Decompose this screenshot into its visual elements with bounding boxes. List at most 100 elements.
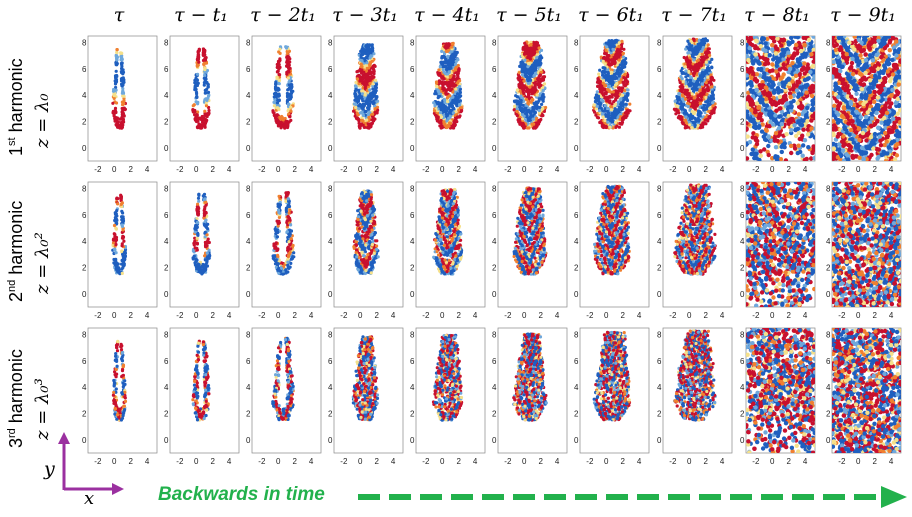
phase-dot bbox=[365, 89, 369, 93]
phase-dot bbox=[683, 62, 687, 66]
phase-dot bbox=[354, 84, 358, 88]
x-tick-label: 4 bbox=[555, 165, 560, 174]
phase-dot bbox=[603, 96, 607, 100]
phase-dot bbox=[456, 71, 460, 75]
phase-dot bbox=[692, 101, 696, 105]
phase-dot bbox=[691, 105, 695, 109]
phase-dot bbox=[772, 39, 777, 44]
phase-dot bbox=[362, 70, 366, 74]
phase-dot bbox=[367, 107, 371, 111]
phase-dot bbox=[114, 85, 118, 90]
phase-dot bbox=[524, 107, 528, 111]
phase-dot bbox=[355, 77, 360, 81]
phase-dot bbox=[600, 88, 604, 93]
phase-dot bbox=[457, 108, 461, 112]
phase-dot bbox=[523, 73, 527, 77]
phase-dot bbox=[444, 57, 448, 62]
phase-dot bbox=[286, 50, 290, 54]
phase-dot bbox=[604, 48, 608, 52]
phase-dot bbox=[457, 99, 461, 104]
phase-dot bbox=[606, 97, 610, 101]
phase-dot bbox=[525, 69, 530, 73]
y-tick-label: 6 bbox=[328, 65, 333, 74]
phase-dot bbox=[446, 100, 450, 104]
phase-dot bbox=[287, 70, 291, 74]
phase-dot bbox=[513, 104, 517, 108]
phase-dot bbox=[368, 56, 372, 60]
phase-dot bbox=[612, 58, 617, 62]
phase-dot bbox=[700, 79, 704, 83]
phase-dot bbox=[603, 118, 607, 123]
phase-dot bbox=[676, 116, 680, 120]
phase-dot bbox=[691, 54, 695, 58]
phase-dot bbox=[376, 108, 380, 112]
y-tick-label: 8 bbox=[657, 39, 662, 48]
phase-dot bbox=[447, 44, 451, 48]
phase-dot bbox=[122, 99, 126, 103]
phase-dot bbox=[368, 43, 372, 47]
phase-dot bbox=[695, 81, 699, 85]
phase-dot bbox=[195, 78, 199, 82]
phase-dot bbox=[606, 120, 610, 124]
phase-dot bbox=[706, 117, 710, 121]
column-title: τ − 4t₁ bbox=[408, 4, 486, 26]
phase-dot bbox=[277, 99, 281, 103]
phase-dot bbox=[607, 115, 611, 119]
phase-dot bbox=[683, 65, 687, 69]
phase-dot bbox=[617, 44, 621, 49]
phase-dot bbox=[704, 60, 708, 64]
phase-dot bbox=[365, 118, 369, 122]
phase-dot bbox=[364, 69, 369, 73]
phase-dot bbox=[681, 80, 685, 84]
phase-dot bbox=[440, 124, 444, 128]
phase-dot bbox=[692, 96, 696, 100]
phase-dot bbox=[712, 78, 716, 82]
phase-dot bbox=[203, 49, 207, 53]
phase-dot bbox=[453, 101, 457, 105]
phase-dot bbox=[360, 81, 364, 85]
phase-dot bbox=[117, 125, 121, 129]
phase-dot bbox=[599, 98, 604, 102]
phase-dot bbox=[693, 123, 697, 127]
phase-dot bbox=[453, 91, 457, 95]
y-tick-label: 4 bbox=[492, 91, 497, 100]
column-title: τ − t₁ bbox=[162, 4, 240, 26]
phase-dot bbox=[770, 62, 775, 67]
phase-dot bbox=[628, 102, 632, 106]
phase-dot bbox=[368, 82, 372, 86]
phase-dot bbox=[276, 86, 280, 90]
phase-dot bbox=[114, 81, 118, 85]
x-tick-label: 4 bbox=[309, 165, 314, 174]
phase-dot bbox=[123, 107, 127, 111]
phase-dot bbox=[542, 82, 547, 86]
phase-dot bbox=[520, 70, 524, 74]
phase-dot bbox=[615, 81, 619, 86]
phase-dot bbox=[686, 105, 690, 109]
phase-dot bbox=[600, 70, 604, 74]
phase-dot bbox=[358, 79, 362, 83]
phase-dot bbox=[111, 101, 115, 105]
phase-dot bbox=[685, 84, 689, 88]
phase-dot bbox=[615, 89, 619, 93]
phase-dot bbox=[692, 37, 696, 41]
phase-dot bbox=[685, 92, 689, 97]
phase-dot bbox=[362, 103, 366, 107]
phase-dot bbox=[613, 74, 617, 78]
phase-dot bbox=[621, 93, 625, 97]
phase-dot bbox=[455, 50, 459, 55]
phase-dot bbox=[600, 112, 604, 116]
phase-dot bbox=[528, 85, 532, 89]
phase-dot bbox=[200, 126, 204, 130]
phase-dot bbox=[450, 45, 454, 49]
phase-dot bbox=[289, 105, 293, 109]
phase-dot bbox=[611, 90, 615, 94]
phase-dot bbox=[453, 118, 457, 122]
phase-dot bbox=[605, 45, 609, 49]
phase-dot bbox=[364, 101, 368, 105]
phase-dot bbox=[437, 94, 441, 99]
phase-dot bbox=[541, 99, 545, 103]
phase-dot bbox=[610, 58, 614, 62]
phase-dot bbox=[355, 111, 359, 115]
phase-dot bbox=[805, 132, 811, 137]
